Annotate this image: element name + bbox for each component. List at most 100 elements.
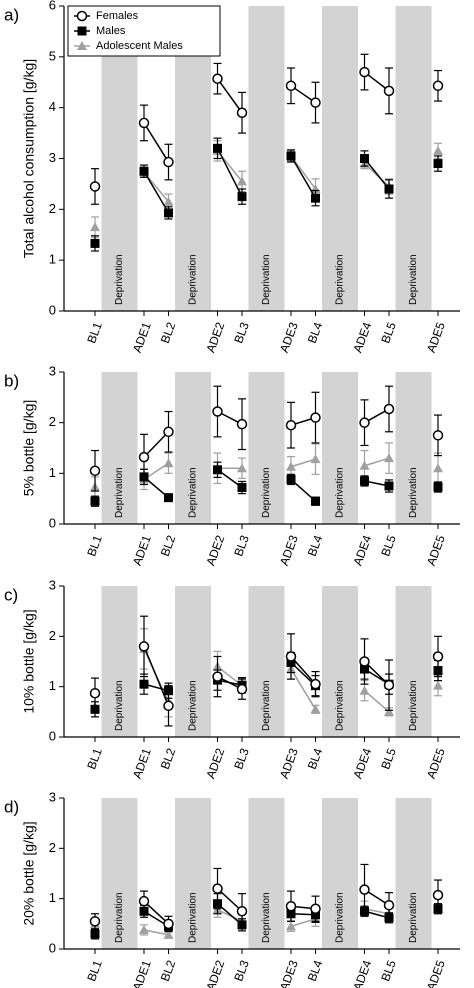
marker	[286, 921, 296, 931]
y-tick-label: 5	[49, 48, 56, 63]
marker	[90, 496, 100, 506]
deprivation-label: Deprivation	[188, 254, 199, 305]
marker	[285, 900, 297, 912]
x-tick-label: BL1	[84, 533, 105, 558]
deprivation-band	[175, 372, 211, 524]
connector	[216, 78, 243, 114]
marker	[163, 196, 174, 206]
legend-marker	[76, 10, 88, 22]
x-tick-label: BL5	[378, 746, 399, 771]
marker	[433, 159, 443, 169]
marker	[89, 916, 101, 927]
marker	[212, 406, 223, 417]
marker	[384, 706, 394, 716]
marker	[90, 929, 100, 939]
x-tick-label: BL5	[378, 320, 399, 345]
deprivation-label: Deprivation	[335, 467, 346, 518]
marker	[237, 192, 247, 202]
connector	[143, 122, 170, 163]
marker	[90, 222, 100, 232]
marker	[285, 80, 297, 92]
deprivation-label: Deprivation	[188, 680, 199, 731]
connector	[216, 147, 243, 197]
y-axis-label: Total alcohol consumption [g/kg]	[21, 59, 37, 258]
deprivation-band	[101, 798, 138, 949]
x-tick-label: ADE3	[277, 958, 301, 988]
deprivation-band	[395, 586, 432, 737]
marker	[213, 465, 222, 475]
legend-label: Females	[96, 10, 139, 22]
marker	[90, 238, 100, 248]
marker	[359, 656, 370, 667]
marker	[311, 496, 320, 506]
x-tick-label: ADE1	[130, 958, 154, 988]
marker	[432, 651, 444, 662]
y-tick-label: 0	[49, 302, 56, 317]
x-tick-label: BL3	[231, 533, 252, 558]
x-tick-label: ADE4	[350, 320, 374, 355]
marker	[384, 184, 394, 194]
connector	[363, 660, 390, 686]
x-tick-label: ADE1	[130, 533, 154, 568]
marker	[212, 883, 223, 894]
marker	[236, 906, 248, 917]
panel-label: c)	[4, 585, 18, 604]
y-tick-label: 3	[49, 577, 56, 592]
marker	[212, 73, 223, 84]
connector	[290, 668, 317, 710]
marker	[433, 680, 443, 690]
marker	[163, 458, 174, 468]
marker	[360, 154, 369, 163]
connector	[143, 170, 170, 214]
deprivation-label: Deprivation	[188, 467, 199, 518]
y-tick-label: 2	[49, 201, 56, 216]
deprivation-label: Deprivation	[114, 254, 125, 305]
x-tick-label: BL5	[378, 533, 399, 558]
marker	[237, 176, 247, 186]
marker	[310, 678, 321, 690]
x-tick-label: BL4	[305, 533, 326, 558]
y-tick-label: 2	[49, 414, 56, 429]
y-tick-label: 0	[49, 515, 56, 530]
y-tick-label: 3	[49, 150, 56, 165]
deprivation-band	[395, 372, 432, 524]
legend-marker	[77, 41, 87, 50]
x-tick-label: BL3	[231, 958, 252, 983]
marker	[310, 412, 321, 423]
legend: Females Males Adolescent Males	[67, 5, 221, 57]
deprivation-label: Deprivation	[261, 254, 272, 305]
deprivation-band	[101, 586, 138, 737]
marker	[89, 465, 101, 477]
deprivation-band	[395, 6, 432, 311]
x-tick-label: ADE5	[424, 746, 448, 781]
deprivation-label: Deprivation	[335, 254, 346, 305]
x-tick-label: ADE2	[203, 533, 227, 568]
marker	[163, 929, 174, 939]
x-tick-label: BL2	[158, 533, 179, 558]
x-tick-label: ADE5	[424, 533, 448, 568]
marker	[163, 156, 174, 168]
x-tick-label: BL2	[158, 958, 179, 983]
y-axis-label: 5% bottle [g/kg]	[21, 400, 37, 497]
deprivation-label: Deprivation	[114, 467, 125, 518]
connector	[363, 158, 390, 190]
connector	[216, 888, 243, 912]
panel: Deprivation Deprivation Deprivation Depriva…	[4, 0, 460, 355]
y-tick-label: 4	[49, 99, 56, 114]
x-tick-label: ADE3	[277, 533, 301, 568]
marker	[164, 208, 173, 218]
marker	[236, 683, 248, 695]
deprivation-label: Deprivation	[114, 680, 125, 731]
deprivation-label: Deprivation	[188, 892, 199, 943]
marker	[163, 426, 174, 438]
x-tick-label: BL4	[305, 746, 326, 771]
y-tick-label: 1	[49, 678, 56, 693]
marker	[237, 463, 247, 473]
deprivation-label: Deprivation	[408, 254, 419, 305]
marker	[310, 903, 321, 914]
marker	[384, 453, 394, 463]
x-tick-label: BL1	[84, 746, 105, 771]
connector	[290, 155, 317, 199]
y-tick-label: 3	[49, 363, 56, 378]
